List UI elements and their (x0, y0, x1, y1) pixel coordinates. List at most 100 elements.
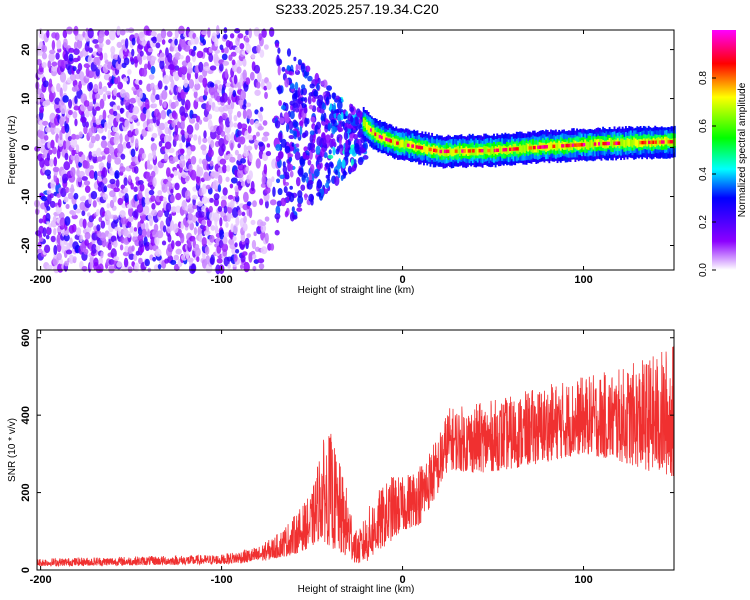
signal-band (458, 148, 461, 157)
signal-band (535, 144, 538, 153)
transition-blob (283, 186, 288, 194)
spectrogram-y-axis-label: Frequency (Hz) (7, 116, 18, 185)
noise-blob (97, 181, 105, 188)
signal-band (364, 119, 367, 128)
noise-blob (134, 262, 140, 273)
transition-blob (353, 134, 359, 140)
signal-core (385, 137, 388, 141)
noise-blob (76, 38, 83, 49)
noise-blob (63, 53, 69, 62)
transition-blob (303, 172, 309, 179)
noise-blob (160, 109, 167, 120)
noise-blob (221, 92, 228, 103)
noise-blob (85, 121, 89, 128)
noise-blob (119, 133, 123, 144)
noise-blob (164, 141, 172, 150)
noise-blob (43, 244, 51, 254)
transition-blob (309, 163, 315, 174)
noise-blob (202, 77, 208, 88)
noise-blob (183, 79, 188, 88)
transition-blob (318, 102, 322, 109)
noise-blob (209, 234, 215, 243)
noise-blob (93, 257, 99, 267)
noise-blob (200, 144, 207, 151)
noise-blob (165, 202, 172, 213)
noise-blob (119, 244, 124, 251)
noise-blob (133, 209, 139, 219)
noise-blob (218, 174, 223, 185)
noise-blob (73, 41, 78, 51)
signal-core (454, 149, 458, 153)
noise-blob (59, 130, 63, 141)
noise-blob (45, 126, 52, 133)
noise-blob (50, 179, 56, 190)
signal-band (491, 146, 494, 155)
noise-blob (209, 82, 215, 88)
noise-blob (159, 195, 164, 202)
noise-blob (89, 165, 94, 170)
noise-blob (173, 133, 180, 142)
noise-blob (144, 98, 150, 109)
noise-blob (41, 44, 48, 53)
noise-blob (226, 164, 231, 172)
noise-blob (234, 28, 241, 34)
noise-blob (225, 221, 229, 228)
noise-blob (173, 254, 180, 261)
transition-blob (300, 184, 306, 191)
noise-blob (151, 203, 156, 210)
transition-blob (297, 190, 303, 198)
noise-blob (144, 196, 151, 205)
noise-blob (81, 195, 87, 201)
snr-frame (36, 329, 675, 571)
noise-blob (266, 143, 271, 148)
noise-blob (225, 103, 233, 110)
spectrogram-x-tick-label: -200 (30, 274, 52, 286)
transition-blob (295, 143, 300, 148)
noise-blob (193, 134, 198, 141)
noise-blob (109, 199, 115, 209)
noise-blob (179, 54, 184, 60)
spectrogram-y-tick-label: 20 (20, 43, 32, 55)
signal-band (585, 141, 588, 150)
noise-blob (43, 135, 49, 141)
noise-blob (72, 111, 78, 119)
noise-blob (49, 49, 56, 55)
noise-blob (53, 156, 58, 167)
noise-blob (87, 221, 94, 228)
noise-blob (209, 197, 214, 203)
noise-blob (55, 52, 60, 60)
noise-blob (102, 109, 107, 121)
noise-blob (129, 56, 134, 63)
noise-blob (217, 184, 222, 193)
colorbar-tick-label: 0.2 (698, 215, 709, 229)
signal-core (567, 143, 572, 148)
noise-blob (229, 156, 236, 163)
transition-blob (284, 77, 290, 88)
noise-blob (129, 225, 134, 233)
transition-blob (274, 229, 280, 236)
signal-core (528, 146, 533, 150)
noise-blob (213, 198, 219, 207)
noise-blob (210, 139, 215, 149)
transition-blob (285, 123, 290, 133)
noise-blob (81, 265, 88, 272)
transition-blob (349, 106, 355, 112)
noise-blob (74, 134, 80, 140)
noise-blob (138, 257, 143, 265)
transition-blob (299, 125, 303, 136)
transition-blob (340, 175, 344, 182)
transition-blob (292, 214, 298, 220)
noise-blob (47, 140, 51, 149)
noise-blob (138, 55, 143, 65)
spectrogram-x-axis-label: Height of straight line (km) (298, 285, 415, 296)
transition-blob (325, 174, 329, 179)
noise-blob (81, 176, 88, 181)
signal-band (610, 138, 613, 147)
transition-blob (336, 159, 342, 170)
transition-blob (295, 107, 299, 113)
noise-blob (141, 153, 147, 159)
spectrogram-y-ticks: -20 -10 0 10 20 (20, 43, 674, 253)
signal-band (413, 142, 416, 151)
noise-blob (170, 188, 174, 194)
noise-blob (127, 231, 131, 238)
